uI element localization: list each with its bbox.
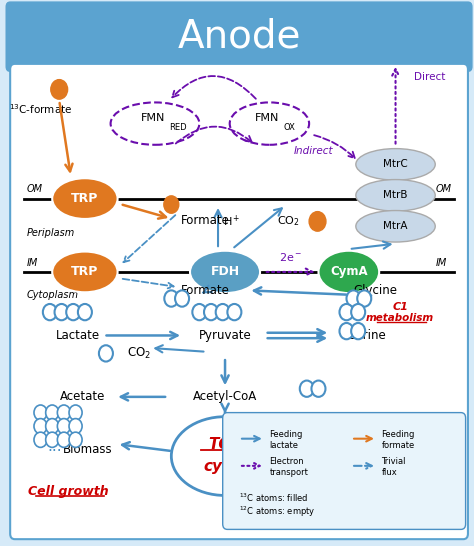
Text: TCA: TCA	[209, 437, 242, 452]
Text: Formate: Formate	[181, 214, 229, 227]
Text: flux: flux	[382, 468, 397, 477]
Text: Direct: Direct	[414, 73, 446, 82]
Text: Cell growth: Cell growth	[28, 485, 109, 498]
Text: formate: formate	[382, 441, 415, 450]
Ellipse shape	[356, 180, 435, 211]
Circle shape	[34, 419, 47, 434]
Circle shape	[339, 323, 354, 339]
Ellipse shape	[171, 417, 279, 495]
Text: lactate: lactate	[269, 441, 299, 450]
Text: transport: transport	[269, 468, 308, 477]
Circle shape	[346, 290, 361, 307]
Text: Electron: Electron	[269, 457, 304, 466]
Ellipse shape	[356, 211, 435, 242]
Text: FDH: FDH	[210, 265, 239, 278]
Text: Glycine: Glycine	[354, 284, 398, 297]
Ellipse shape	[319, 251, 379, 293]
Circle shape	[51, 80, 68, 99]
Circle shape	[57, 432, 71, 447]
Text: $^{13}$C-formate: $^{13}$C-formate	[9, 102, 72, 116]
Ellipse shape	[110, 103, 200, 145]
Circle shape	[34, 405, 47, 420]
Ellipse shape	[52, 252, 118, 292]
Circle shape	[57, 419, 71, 434]
Text: cycle: cycle	[203, 459, 247, 474]
Text: Periplasm: Periplasm	[27, 228, 75, 238]
Circle shape	[216, 304, 230, 321]
FancyBboxPatch shape	[10, 64, 468, 539]
Circle shape	[66, 304, 80, 321]
Circle shape	[57, 405, 71, 420]
Text: metabolism: metabolism	[366, 312, 434, 323]
Circle shape	[164, 196, 179, 213]
Text: CymA: CymA	[330, 265, 368, 278]
Text: MtrC: MtrC	[383, 159, 408, 169]
Text: FMN: FMN	[255, 113, 279, 123]
Text: Lactate: Lactate	[56, 329, 100, 342]
Circle shape	[43, 304, 57, 321]
Circle shape	[351, 323, 365, 339]
FancyBboxPatch shape	[6, 2, 473, 72]
Text: TRP: TRP	[71, 265, 99, 278]
Circle shape	[69, 405, 82, 420]
Text: IM: IM	[27, 258, 38, 268]
Circle shape	[311, 381, 326, 397]
Circle shape	[351, 304, 365, 321]
Circle shape	[192, 304, 206, 321]
Circle shape	[46, 419, 59, 434]
Text: H$^+$: H$^+$	[223, 213, 241, 229]
Circle shape	[228, 304, 241, 321]
Circle shape	[300, 381, 314, 397]
Circle shape	[46, 432, 59, 447]
Text: TRP: TRP	[71, 192, 99, 205]
Circle shape	[46, 405, 59, 420]
Text: Pyruvate: Pyruvate	[199, 329, 251, 342]
Text: ...: ...	[47, 439, 62, 454]
Circle shape	[164, 290, 178, 307]
Text: MtrA: MtrA	[383, 221, 408, 232]
Circle shape	[309, 212, 326, 231]
Text: CO$_2$: CO$_2$	[127, 346, 151, 361]
Circle shape	[357, 290, 371, 307]
Ellipse shape	[356, 149, 435, 180]
Circle shape	[69, 432, 82, 447]
Circle shape	[69, 419, 82, 434]
FancyBboxPatch shape	[223, 413, 465, 530]
Text: OM: OM	[27, 184, 43, 194]
Text: $^{12}$C atoms: empty: $^{12}$C atoms: empty	[239, 505, 316, 519]
Text: Trivial: Trivial	[382, 457, 406, 466]
Text: OX: OX	[283, 123, 295, 133]
Text: OM: OM	[435, 184, 451, 194]
Text: CO$_2$: CO$_2$	[277, 215, 300, 228]
Text: MtrB: MtrB	[383, 191, 408, 200]
Text: Indirect: Indirect	[294, 146, 334, 156]
Text: $^{13}$C atoms: filled: $^{13}$C atoms: filled	[239, 492, 309, 504]
Text: Formate: Formate	[181, 284, 229, 297]
Circle shape	[175, 290, 189, 307]
Circle shape	[99, 345, 113, 361]
Text: IM: IM	[435, 258, 447, 268]
Circle shape	[204, 304, 218, 321]
Text: Acetyl-CoA: Acetyl-CoA	[193, 390, 257, 403]
Ellipse shape	[230, 103, 309, 145]
Text: Biomass: Biomass	[63, 443, 112, 456]
Circle shape	[339, 304, 354, 321]
Text: Cytoplasm: Cytoplasm	[27, 290, 79, 300]
Text: Anode: Anode	[177, 17, 301, 56]
Text: C1: C1	[392, 302, 408, 312]
Text: RED: RED	[170, 123, 187, 133]
Ellipse shape	[52, 178, 118, 219]
Text: FMN: FMN	[140, 113, 165, 123]
Text: 2e$^-$: 2e$^-$	[279, 251, 302, 263]
Circle shape	[78, 304, 92, 321]
Text: Serine: Serine	[349, 329, 386, 342]
Circle shape	[55, 304, 69, 321]
Circle shape	[34, 432, 47, 447]
Text: Acetate: Acetate	[60, 390, 105, 403]
Text: Feeding: Feeding	[269, 430, 303, 439]
Ellipse shape	[190, 251, 260, 293]
Text: Feeding: Feeding	[382, 430, 415, 439]
